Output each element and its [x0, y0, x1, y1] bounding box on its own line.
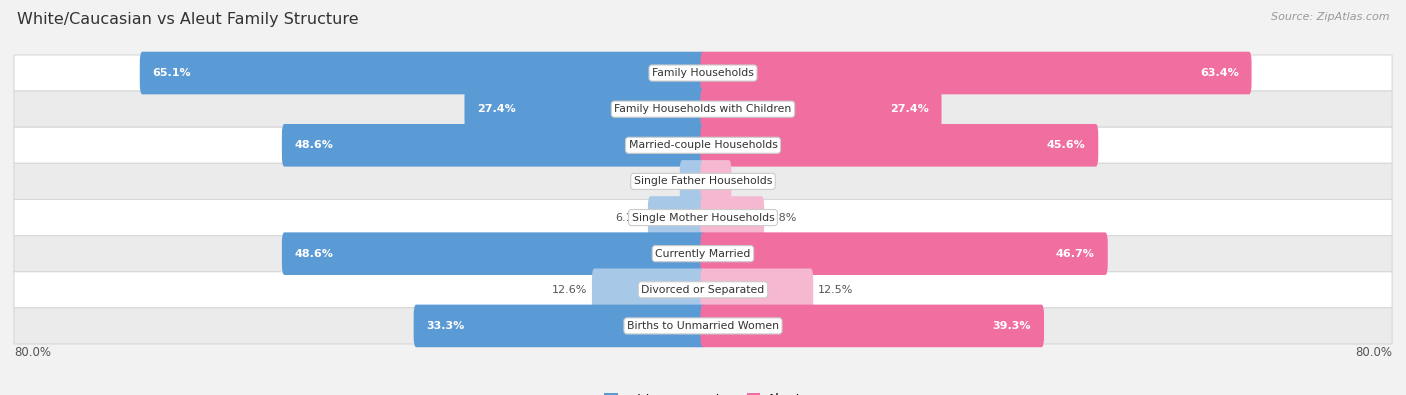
FancyBboxPatch shape — [679, 160, 706, 203]
FancyBboxPatch shape — [700, 269, 813, 311]
FancyBboxPatch shape — [14, 91, 1392, 127]
Text: Single Father Households: Single Father Households — [634, 177, 772, 186]
Text: Married-couple Households: Married-couple Households — [628, 140, 778, 150]
Text: 65.1%: 65.1% — [153, 68, 191, 78]
FancyBboxPatch shape — [700, 196, 763, 239]
Text: 80.0%: 80.0% — [14, 346, 51, 359]
Text: 6.1%: 6.1% — [616, 213, 644, 222]
Text: 48.6%: 48.6% — [295, 140, 333, 150]
Text: 39.3%: 39.3% — [993, 321, 1031, 331]
FancyBboxPatch shape — [700, 52, 1251, 94]
FancyBboxPatch shape — [700, 160, 731, 203]
FancyBboxPatch shape — [14, 235, 1392, 272]
FancyBboxPatch shape — [14, 55, 1392, 91]
Text: Single Mother Households: Single Mother Households — [631, 213, 775, 222]
Text: 48.6%: 48.6% — [295, 249, 333, 259]
FancyBboxPatch shape — [14, 127, 1392, 164]
Text: 63.4%: 63.4% — [1199, 68, 1239, 78]
FancyBboxPatch shape — [700, 232, 1108, 275]
FancyBboxPatch shape — [700, 305, 1045, 347]
Text: Source: ZipAtlas.com: Source: ZipAtlas.com — [1271, 12, 1389, 22]
FancyBboxPatch shape — [139, 52, 706, 94]
Text: 80.0%: 80.0% — [1355, 346, 1392, 359]
Text: Family Households: Family Households — [652, 68, 754, 78]
Text: 27.4%: 27.4% — [890, 104, 928, 114]
Legend: White/Caucasian, Aleut: White/Caucasian, Aleut — [605, 393, 801, 395]
FancyBboxPatch shape — [700, 88, 942, 130]
Text: 6.8%: 6.8% — [769, 213, 797, 222]
Text: 33.3%: 33.3% — [426, 321, 465, 331]
FancyBboxPatch shape — [464, 88, 706, 130]
FancyBboxPatch shape — [700, 124, 1098, 167]
FancyBboxPatch shape — [14, 272, 1392, 308]
Text: 12.6%: 12.6% — [553, 285, 588, 295]
Text: White/Caucasian vs Aleut Family Structure: White/Caucasian vs Aleut Family Structur… — [17, 12, 359, 27]
Text: 3.0%: 3.0% — [735, 177, 763, 186]
FancyBboxPatch shape — [281, 124, 706, 167]
FancyBboxPatch shape — [281, 232, 706, 275]
FancyBboxPatch shape — [14, 308, 1392, 344]
FancyBboxPatch shape — [648, 196, 706, 239]
FancyBboxPatch shape — [14, 199, 1392, 235]
FancyBboxPatch shape — [413, 305, 706, 347]
Text: Divorced or Separated: Divorced or Separated — [641, 285, 765, 295]
Text: 45.6%: 45.6% — [1046, 140, 1085, 150]
Text: 46.7%: 46.7% — [1056, 249, 1095, 259]
Text: 12.5%: 12.5% — [817, 285, 853, 295]
Text: 2.4%: 2.4% — [647, 177, 675, 186]
Text: Births to Unmarried Women: Births to Unmarried Women — [627, 321, 779, 331]
FancyBboxPatch shape — [592, 269, 706, 311]
Text: Family Households with Children: Family Households with Children — [614, 104, 792, 114]
Text: Currently Married: Currently Married — [655, 249, 751, 259]
Text: 27.4%: 27.4% — [478, 104, 516, 114]
FancyBboxPatch shape — [14, 164, 1392, 199]
